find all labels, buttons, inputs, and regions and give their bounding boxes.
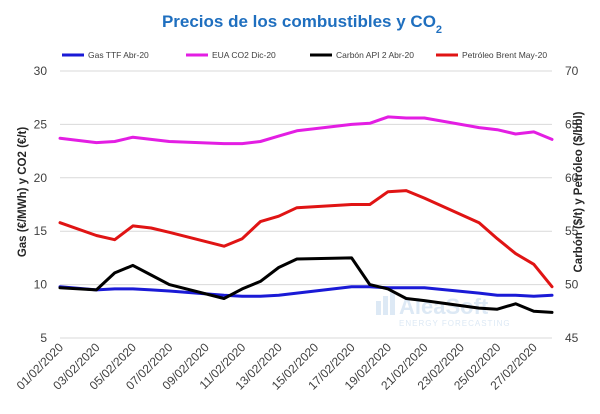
y-left-tick-label: 15 [34, 224, 48, 238]
legend: Gas TTF Abr-20 EUA CO2 Dic-20 Carbón API 2… [62, 50, 547, 60]
y-right-tick-label: 45 [565, 331, 579, 345]
chart-title: Precios de los combustibles y CO2 [162, 12, 442, 36]
series-line-1 [58, 115, 554, 146]
y-left-tick-label: 25 [34, 117, 48, 131]
y-right-tick-label: 65 [565, 117, 579, 131]
legend-label-2: Carbón API 2 Abr-20 [336, 50, 414, 60]
legend-label-1: EUA CO2 Dic-20 [212, 50, 276, 60]
legend-label-3: Petróleo Brent May-20 [462, 50, 547, 60]
series-lines [58, 115, 554, 314]
chart-title-subscript: 2 [436, 24, 442, 36]
y-left-tick-label: 10 [34, 278, 48, 292]
y-axis-left-ticks: 5 10 15 20 25 30 [34, 64, 48, 345]
y-left-tick-label: 30 [34, 64, 48, 78]
watermark-tagline: ENERGY FORECASTING [399, 319, 511, 328]
y-left-tick-label: 5 [40, 331, 47, 345]
series-line-3 [58, 189, 554, 289]
y-axis-right-ticks: 45 50 55 60 65 70 [565, 64, 579, 345]
y-right-tick-label: 50 [565, 278, 579, 292]
watermark-icon [376, 291, 395, 315]
y-right-tick-label: 60 [565, 171, 579, 185]
series-line-2 [58, 256, 554, 314]
y-right-tick-label: 70 [565, 64, 579, 78]
y-axis-left-label: Gas (€/MWh) y CO2 (€/t) [17, 127, 29, 258]
y-axis-right-label: Carbón ($/t) y Petróleo ($/bbl) [573, 111, 585, 272]
series-line-0 [58, 285, 554, 298]
chart-title-main: Precios de los combustibles y CO [162, 12, 436, 31]
y-left-tick-label: 20 [34, 171, 48, 185]
grid-lines [60, 70, 552, 339]
legend-label-0: Gas TTF Abr-20 [88, 50, 149, 60]
y-right-tick-label: 55 [565, 224, 579, 238]
